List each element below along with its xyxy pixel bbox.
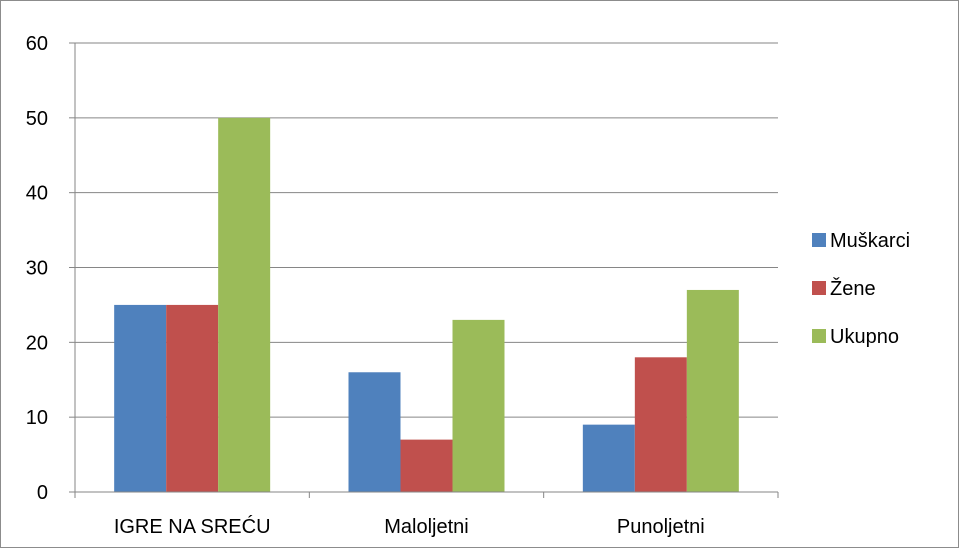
legend-label: Žene: [830, 277, 876, 300]
bar-ukupno-3: [686, 289, 739, 492]
bar-muškarci-2: [348, 372, 401, 492]
y-tick-label: 10: [26, 407, 48, 429]
bars: [114, 117, 739, 492]
y-tick-label: 50: [26, 108, 48, 130]
y-tick-label: 40: [26, 183, 48, 205]
y-tick-label: 30: [26, 258, 48, 280]
bar-muškarci-3: [582, 424, 635, 492]
legend-label: Muškarci: [830, 230, 910, 252]
x-category-label: Maloljetni: [384, 516, 468, 538]
bar-žene-3: [634, 357, 687, 492]
y-tick-label: 20: [26, 332, 48, 354]
y-axis-ticks: 0 10 20 30 40 50 60: [26, 33, 75, 504]
legend-label: Ukupno: [830, 326, 899, 348]
legend-swatch-žene: [812, 281, 826, 295]
x-category-label: IGRE NA SREĆU: [114, 515, 271, 538]
legend: Muškarci Žene Ukupno: [812, 230, 910, 348]
bar-ukupno-1: [218, 117, 271, 492]
y-tick-label: 0: [37, 482, 48, 504]
bar-muškarci-1: [114, 304, 167, 492]
bar-žene-1: [166, 304, 219, 492]
y-tick-label: 60: [26, 33, 48, 55]
bar-žene-2: [400, 439, 453, 492]
bar-ukupno-2: [452, 319, 505, 492]
x-category-label: Punoljetni: [617, 516, 705, 538]
legend-swatch-ukupno: [812, 329, 826, 343]
x-axis-labels: IGRE NA SREĆU Maloljetni Punoljetni: [114, 515, 705, 538]
legend-swatch-muškarci: [812, 233, 826, 247]
